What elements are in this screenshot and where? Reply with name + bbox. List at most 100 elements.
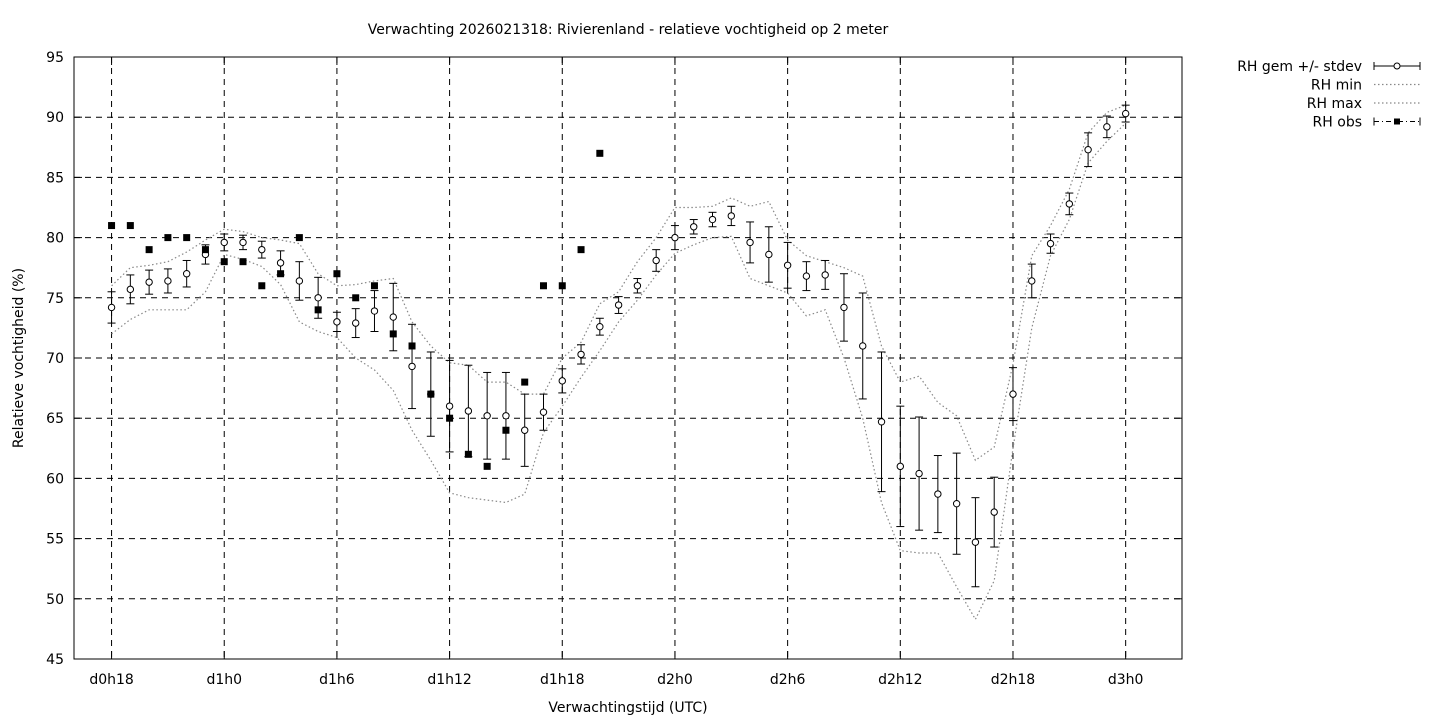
obs-point [596, 149, 604, 157]
obs-point [239, 258, 247, 266]
mean-point [239, 238, 247, 247]
x-tick-label: d0h18 [89, 672, 133, 688]
x-tick-label: d2h18 [991, 672, 1035, 688]
mean-point [389, 313, 397, 321]
x-tick-label: d2h0 [657, 672, 693, 688]
y-tick-label: 75 [46, 291, 64, 307]
obs-point [201, 246, 209, 254]
mean-point [1084, 146, 1092, 154]
mean-point [708, 215, 717, 224]
mean-point [596, 322, 604, 331]
min-max-lines [111, 104, 1127, 621]
mean-point [671, 233, 679, 242]
mean-point [483, 412, 491, 420]
x-tick-label: d1h0 [206, 672, 242, 688]
mean-point [859, 342, 867, 350]
mean-point [990, 508, 998, 516]
mean-point [539, 408, 548, 416]
obs-point [502, 426, 510, 434]
obs-point [577, 246, 585, 254]
x-tick-label: d3h0 [1108, 672, 1144, 688]
mean-point [164, 277, 172, 285]
mean-errorbars [107, 104, 1130, 588]
mean-point [1046, 239, 1055, 248]
obs-point [277, 270, 285, 278]
mean-point [915, 469, 923, 478]
mean-point [690, 223, 698, 231]
obs-point [370, 282, 378, 290]
grid-lines [74, 57, 1182, 659]
mean-point [633, 282, 642, 290]
obs-point [145, 246, 153, 254]
mean-point [1009, 390, 1017, 398]
legend-label: RH min [1311, 78, 1362, 94]
axis-ticks: 45 50 55 60 65 70 75 80 85 90 95 d0h18 d1h0 d1h6 d1h12… [46, 50, 1182, 688]
mean-point [877, 418, 886, 426]
plot-frame [73, 56, 1183, 660]
x-tick-label: d1h18 [540, 672, 584, 688]
obs-point [108, 222, 116, 230]
obs-point [258, 282, 266, 290]
mean-point [333, 318, 341, 326]
rh-max-line [111, 104, 1126, 462]
mean-point [783, 261, 792, 269]
mean-point [821, 271, 829, 279]
mean-point [445, 402, 454, 410]
mean-point [408, 362, 416, 371]
legend-label: RH obs [1313, 115, 1362, 131]
y-tick-label: 45 [46, 652, 64, 668]
mean-point [351, 319, 360, 327]
mean-point [652, 256, 660, 265]
mean-point [464, 407, 473, 415]
obs-point [220, 258, 228, 266]
obs-point [408, 342, 416, 350]
legend-obs-marker [1394, 118, 1400, 125]
obs-point [446, 414, 454, 422]
observation-points [108, 149, 604, 470]
mean-point [1103, 123, 1111, 131]
mean-point [952, 499, 961, 508]
legend-label: RH max [1307, 96, 1362, 112]
mean-point [314, 294, 322, 302]
legend: RH gem +/- stdev RH min RH max RH obs [1237, 59, 1421, 131]
mean-point [971, 538, 980, 546]
x-tick-label: d2h6 [770, 672, 806, 688]
mean-point [896, 462, 905, 471]
mean-point [934, 490, 942, 498]
y-tick-label: 95 [46, 50, 64, 66]
mean-point [126, 285, 135, 294]
chart-title: Verwachting 2026021318: Rivierenland - r… [368, 22, 889, 38]
obs-point [126, 222, 134, 230]
y-tick-label: 70 [46, 351, 64, 367]
mean-point [295, 277, 304, 285]
x-tick-label: d1h6 [319, 672, 355, 688]
x-tick-label: d1h12 [427, 672, 471, 688]
mean-point [614, 301, 623, 309]
mean-point [145, 278, 153, 286]
mean-point [746, 238, 754, 247]
obs-point [389, 330, 397, 338]
mean-point [765, 250, 773, 259]
mean-point [107, 303, 116, 312]
mean-point [220, 238, 228, 247]
y-tick-label: 60 [46, 471, 64, 487]
obs-point [427, 390, 435, 398]
y-tick-label: 80 [46, 231, 64, 247]
mean-point [577, 350, 585, 359]
obs-point [521, 378, 529, 386]
obs-point [164, 234, 172, 242]
y-tick-label: 50 [46, 592, 64, 608]
mean-point [521, 426, 529, 434]
x-tick-label: d2h12 [878, 672, 922, 688]
legend-label: RH gem +/- stdev [1237, 59, 1362, 75]
mean-point [558, 377, 566, 385]
mean-point [1121, 109, 1130, 118]
y-tick-label: 65 [46, 411, 64, 427]
mean-point [1065, 200, 1074, 208]
y-tick-label: 90 [46, 110, 64, 126]
mean-point [502, 412, 510, 420]
obs-point [333, 270, 341, 278]
mean-point [370, 307, 379, 315]
obs-point [464, 450, 472, 458]
